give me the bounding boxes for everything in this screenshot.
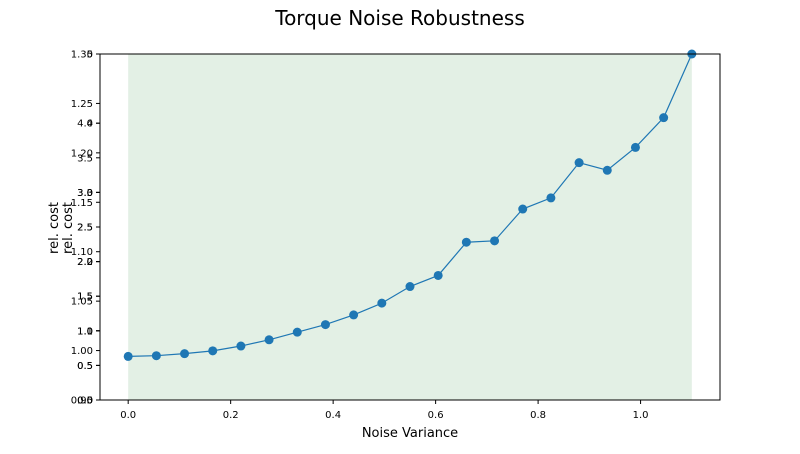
y-tick-label: 1.0: [77, 326, 93, 337]
y-tick-label: 2.0: [77, 257, 93, 268]
data-point: [433, 270, 443, 280]
data-point: [602, 165, 612, 175]
data-point: [264, 335, 274, 345]
y-tick-label: 2.5: [77, 223, 93, 234]
y-tick-label: 1.15: [71, 198, 93, 209]
y-tick-label: 0.0: [77, 396, 93, 407]
y-tick-label: 1.5: [77, 292, 93, 303]
y-tick-label: 0.0: [77, 396, 93, 407]
y-tick-label: 3.0: [77, 188, 93, 199]
x-tick-label: 1.0: [633, 410, 649, 421]
y-tick-label: 1: [87, 326, 93, 337]
data-point: [180, 349, 190, 359]
y-tick-label: 3.5: [77, 153, 93, 164]
x-tick-label: 0.8: [530, 410, 546, 421]
y-tick-label: 0.95: [71, 396, 93, 407]
y-tick-label: 4: [87, 119, 93, 130]
data-point: [518, 204, 528, 214]
y-tick-label: 1.30: [71, 50, 93, 61]
shaded-region: [128, 54, 692, 400]
data-point: [236, 341, 246, 351]
data-point: [151, 351, 161, 361]
data-point: [574, 158, 584, 168]
x-tick-label: 0.4: [325, 410, 341, 421]
y-tick-label: 5: [87, 50, 93, 61]
data-point: [123, 351, 133, 361]
y-tick-label: 4.0: [77, 119, 93, 130]
y-tick-label: 1.0: [77, 326, 93, 337]
y-tick-label: 1.25: [71, 99, 93, 110]
y-tick-label: 0: [87, 396, 93, 407]
data-point: [349, 310, 359, 320]
y-tick-label: 1.00: [71, 346, 93, 357]
x-tick-label: 0.2: [223, 410, 239, 421]
y-tick-label: 2: [87, 257, 93, 268]
y-tick-label: 0.5: [77, 361, 93, 372]
data-point: [320, 320, 330, 330]
x-tick-label: 0.0: [120, 410, 136, 421]
y-axis-label: rel. cost: [47, 202, 62, 254]
y-tick-label: 2.5: [77, 223, 93, 234]
chart-title: Torque Noise Robustness: [274, 6, 524, 30]
y-tick-label: 3: [87, 188, 93, 199]
data-point: [461, 237, 471, 247]
data-point: [292, 327, 302, 337]
data-point: [208, 346, 218, 356]
y-tick-label: 0.5: [77, 361, 93, 372]
plot-area: [123, 49, 697, 400]
y-tick-label: 1.5: [77, 292, 93, 303]
y-tick-label: 1.20: [71, 148, 93, 159]
x-tick-label: 0.6: [428, 410, 444, 421]
y-tick-label: 3.0: [77, 188, 93, 199]
x-axis-label: Noise Variance: [362, 426, 458, 441]
axes: 0.0 0.2 0.4 0.6 0.8 1.0 0.0 0.5 1.0 1.5 2.0 2.5 3.0 0…: [71, 50, 721, 421]
data-point: [405, 282, 415, 292]
y-tick-label: 2.0: [77, 257, 93, 268]
y-tick-label: 1.10: [71, 247, 93, 258]
data-point: [630, 142, 640, 152]
data-point: [490, 236, 500, 246]
data-point: [546, 193, 556, 203]
data-point: [659, 113, 669, 123]
y-axis-label-overlap: rel. cost: [61, 202, 76, 254]
data-point: [377, 298, 387, 308]
y-tick-label: 1.05: [71, 297, 93, 308]
